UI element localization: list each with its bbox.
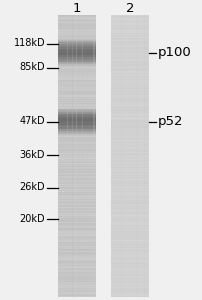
- Text: 2: 2: [125, 2, 134, 16]
- Text: 36kD: 36kD: [20, 149, 45, 160]
- Text: p52: p52: [157, 115, 183, 128]
- Text: 85kD: 85kD: [19, 62, 45, 73]
- Text: 118kD: 118kD: [14, 38, 45, 49]
- Text: p100: p100: [157, 46, 191, 59]
- Text: 26kD: 26kD: [19, 182, 45, 193]
- Text: 20kD: 20kD: [19, 214, 45, 224]
- Text: 1: 1: [73, 2, 81, 16]
- Text: 47kD: 47kD: [19, 116, 45, 127]
